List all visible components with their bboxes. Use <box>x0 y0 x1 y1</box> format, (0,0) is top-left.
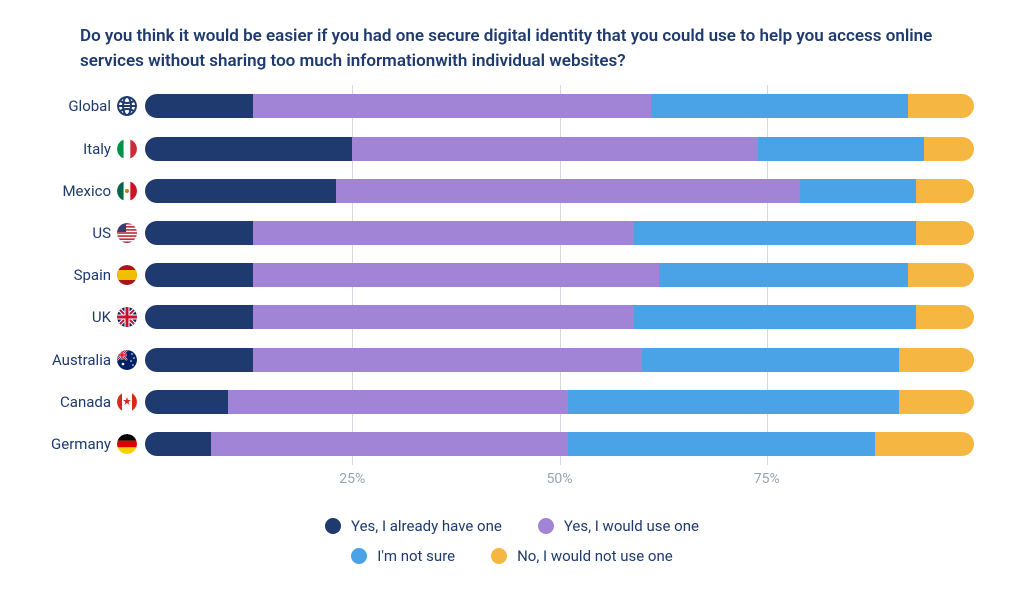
legend-swatch <box>325 518 341 534</box>
stacked-bar <box>145 263 974 287</box>
bar-segment-no <box>908 263 974 287</box>
legend-item-no: No, I would not use one <box>491 547 673 565</box>
bar-segment-have <box>145 263 253 287</box>
bar-row: Australia <box>145 348 974 372</box>
bar-segment-would <box>352 137 758 161</box>
de-flag-icon <box>117 434 137 454</box>
row-label: Australia <box>45 351 111 369</box>
bar-segment-notsure <box>758 137 924 161</box>
bar-segment-no <box>916 221 974 245</box>
legend-row: I'm not sure No, I would not use one <box>351 547 672 565</box>
bar-segment-notsure <box>659 263 908 287</box>
bar-segment-would <box>253 348 643 372</box>
bar-segment-would <box>253 263 659 287</box>
legend-swatch <box>351 548 367 564</box>
row-label: Canada <box>45 393 111 411</box>
row-label: Germany <box>45 435 111 453</box>
chart-title: Do you think it would be easier if you h… <box>50 24 974 73</box>
bar-segment-have <box>145 432 211 456</box>
legend-swatch <box>491 548 507 564</box>
row-label: Spain <box>45 266 111 284</box>
stacked-bar <box>145 137 974 161</box>
row-label: Italy <box>45 140 111 158</box>
bar-segment-notsure <box>568 390 900 414</box>
stacked-bar <box>145 348 974 372</box>
axis-tick-label: 25% <box>339 471 365 487</box>
bar-segment-would <box>253 94 651 118</box>
stacked-bar <box>145 179 974 203</box>
legend-label: Yes, I already have one <box>351 517 502 535</box>
bar-segment-have <box>145 221 253 245</box>
bar-rows: Global Italy Mexico US Spain UK Australia Canad… <box>145 85 974 465</box>
legend-label: I'm not sure <box>377 547 455 565</box>
stacked-bar <box>145 221 974 245</box>
bar-segment-have <box>145 348 253 372</box>
bar-segment-would <box>211 432 567 456</box>
axis-tick-label: 75% <box>754 471 780 487</box>
bar-segment-no <box>916 305 974 329</box>
bar-segment-would <box>336 179 800 203</box>
bar-segment-would <box>228 390 568 414</box>
bar-segment-notsure <box>568 432 875 456</box>
bar-row: US <box>145 221 974 245</box>
stacked-bar <box>145 305 974 329</box>
uk-flag-icon <box>117 307 137 327</box>
bar-segment-no <box>899 348 974 372</box>
bar-segment-notsure <box>634 221 916 245</box>
row-label: UK <box>45 308 111 326</box>
legend-item-notsure: I'm not sure <box>351 547 455 565</box>
bar-row: Spain <box>145 263 974 287</box>
ca-flag-icon <box>117 392 137 412</box>
globe-flag-icon <box>117 96 137 116</box>
bar-row: Mexico <box>145 179 974 203</box>
bar-segment-notsure <box>651 94 908 118</box>
legend: Yes, I already have one Yes, I would use … <box>50 517 974 565</box>
bar-segment-notsure <box>634 305 916 329</box>
bar-segment-notsure <box>642 348 899 372</box>
chart-container: Do you think it would be easier if you h… <box>0 0 1024 616</box>
bar-row: Italy <box>145 137 974 161</box>
bar-segment-have <box>145 305 253 329</box>
bar-row: Germany <box>145 432 974 456</box>
bar-segment-would <box>253 305 634 329</box>
plot-inner: Global Italy Mexico US Spain UK Australia Canad… <box>145 85 974 465</box>
legend-item-would: Yes, I would use one <box>538 517 699 535</box>
bar-segment-no <box>875 432 974 456</box>
bar-segment-notsure <box>800 179 916 203</box>
bar-row: Canada <box>145 390 974 414</box>
au-flag-icon <box>117 350 137 370</box>
legend-label: No, I would not use one <box>517 547 673 565</box>
bar-segment-no <box>916 179 974 203</box>
bar-segment-no <box>908 94 974 118</box>
bar-segment-have <box>145 390 228 414</box>
bar-segment-have <box>145 137 352 161</box>
stacked-bar <box>145 94 974 118</box>
legend-label: Yes, I would use one <box>564 517 699 535</box>
row-label: Mexico <box>45 182 111 200</box>
us-flag-icon <box>117 223 137 243</box>
legend-item-have: Yes, I already have one <box>325 517 502 535</box>
bar-segment-have <box>145 94 253 118</box>
axis-tick-label: 50% <box>547 471 573 487</box>
row-label: Global <box>45 97 111 115</box>
bar-row: UK <box>145 305 974 329</box>
legend-swatch <box>538 518 554 534</box>
legend-row: Yes, I already have one Yes, I would use … <box>325 517 699 535</box>
bar-segment-have <box>145 179 336 203</box>
it-flag-icon <box>117 139 137 159</box>
bar-segment-no <box>924 137 974 161</box>
es-flag-icon <box>117 265 137 285</box>
plot-area: Global Italy Mexico US Spain UK Australia Canad… <box>50 85 974 485</box>
row-label: US <box>45 224 111 242</box>
mx-flag-icon <box>117 181 137 201</box>
stacked-bar <box>145 432 974 456</box>
axis-labels: 25% 50% 75% <box>145 471 974 491</box>
bar-segment-would <box>253 221 634 245</box>
bar-row: Global <box>145 94 974 118</box>
bar-segment-no <box>899 390 974 414</box>
stacked-bar <box>145 390 974 414</box>
